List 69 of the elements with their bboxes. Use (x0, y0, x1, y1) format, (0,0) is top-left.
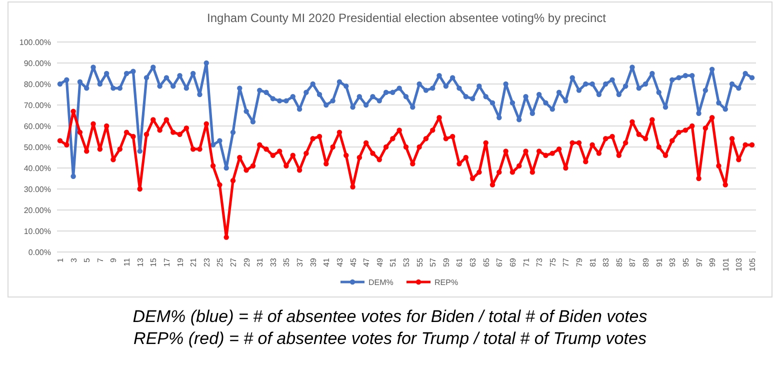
x-tick-label: 71 (522, 257, 531, 267)
chart-title: Ingham County MI 2020 Presidential election absentee voting% by precinct (207, 11, 607, 25)
x-tick-label: 33 (268, 257, 278, 267)
x-tick-label: 53 (402, 257, 411, 267)
x-tick-label: 43 (335, 257, 344, 267)
y-tick-label: 40.00% (24, 164, 51, 173)
x-tick-label: 47 (362, 257, 372, 267)
x-tick-label: 75 (548, 257, 558, 267)
x-tick-label: 93 (668, 257, 678, 267)
x-tick-label: 35 (282, 257, 292, 267)
x-tick-label: 7 (96, 257, 105, 262)
x-tick-label: 21 (189, 257, 198, 267)
x-tick-label: 23 (202, 257, 212, 267)
x-tick-label: 45 (348, 257, 358, 267)
y-tick-label: 50.00% (24, 142, 51, 152)
x-tick-label: 5 (82, 257, 92, 262)
x-tick-label: 89 (642, 257, 651, 267)
x-tick-label: 79 (575, 257, 584, 267)
text: REP% (red) = # of absentee votes for Trump / total # of Trump votes (134, 329, 647, 348)
x-tick-label: 67 (495, 257, 504, 267)
x-tick-label: 105 (748, 257, 757, 272)
x-tick-label: 9 (109, 257, 118, 262)
x-tick-label: 39 (308, 257, 318, 267)
x-tick-label: 63 (468, 257, 478, 267)
y-tick-label: 30.00% (24, 184, 51, 194)
y-tick-label: 0.00% (28, 248, 51, 257)
x-tick-label: 31 (256, 257, 265, 267)
x-tick-label: 59 (442, 257, 451, 267)
x-tick-label: 51 (388, 257, 398, 267)
y-tick-label: 10.00% (24, 226, 51, 236)
x-tick-label: 103 (734, 257, 744, 272)
x-tick-label: 61 (455, 257, 464, 267)
x-tick-label: 77 (562, 257, 571, 267)
x-tick-label: 69 (508, 257, 518, 267)
x-tick-label: 1 (56, 257, 65, 262)
y-tick-label: 20.00% (24, 206, 51, 215)
y-tick-label: 70.00% (24, 100, 51, 110)
x-tick-label: 19 (176, 257, 185, 267)
x-tick-label: 13 (136, 257, 145, 267)
legend-label: REP% (434, 278, 458, 287)
x-tick-label: 25 (216, 257, 225, 267)
x-tick-label: 49 (375, 257, 384, 267)
x-tick-label: 15 (149, 257, 158, 267)
y-tick-label: 100.00% (19, 38, 51, 47)
x-tick-label: 3 (69, 257, 78, 262)
x-tick-label: 87 (628, 257, 638, 267)
x-tick-label: 27 (229, 257, 238, 267)
x-tick-label: 81 (588, 257, 598, 267)
x-tick-label: 17 (162, 257, 172, 267)
x-tick-label: 55 (415, 257, 424, 267)
legend-label: DEM% (368, 278, 394, 287)
x-tick-label: 65 (482, 257, 491, 267)
x-tick-label: 11 (122, 257, 132, 266)
x-tick-label: 85 (614, 257, 624, 267)
x-tick-label: 41 (322, 257, 332, 267)
text: DEM% (blue) = # of absentee votes for Biden / total # of Biden votes (132, 307, 648, 326)
x-tick-label: 91 (654, 257, 664, 267)
x-tick-label: 29 (242, 257, 252, 267)
y-tick-label: 60.00% (24, 122, 51, 131)
x-tick-label: 99 (708, 257, 718, 267)
x-tick-label: 57 (428, 257, 438, 267)
x-tick-label: 83 (602, 257, 611, 267)
x-tick-label: 101 (721, 257, 730, 272)
x-tick-label: 95 (681, 257, 690, 267)
x-tick-label: 37 (296, 257, 305, 267)
y-tick-label: 80.00% (24, 80, 51, 89)
x-tick-label: 97 (694, 257, 704, 267)
x-tick-label: 73 (535, 257, 544, 267)
y-tick-label: 90.00% (24, 58, 51, 68)
